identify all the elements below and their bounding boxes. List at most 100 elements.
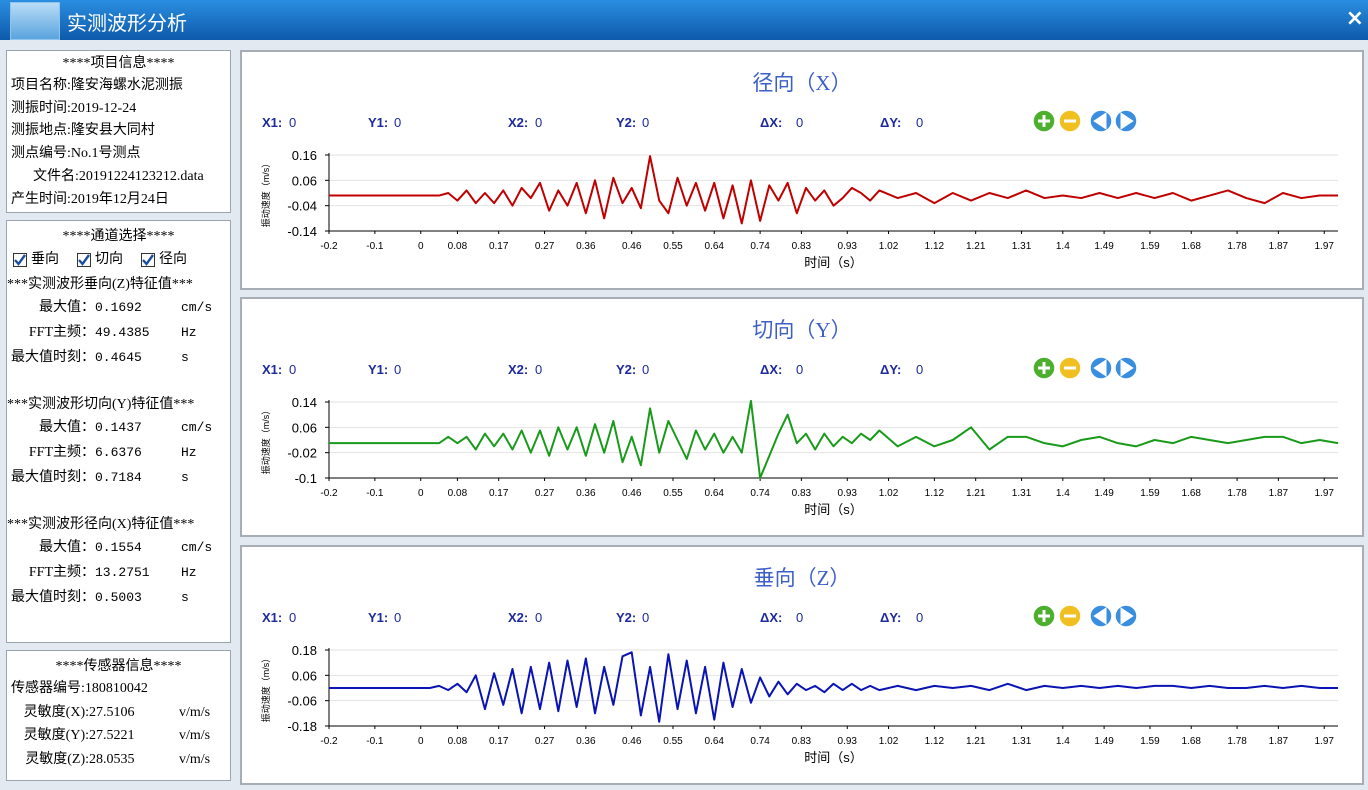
sensor-panel: ****传感器信息**** 传感器编号:180810042 灵敏度(X): 27.51… <box>6 650 231 781</box>
x-tick-label: 1.49 <box>1094 241 1114 252</box>
readout-value: 0 <box>796 362 803 377</box>
checkbox[interactable] <box>13 253 27 267</box>
info-line: 测振地点:隆安县大同村 <box>11 123 155 139</box>
feature-unit: s <box>181 590 189 605</box>
zoom-out-button[interactable] <box>1058 604 1082 628</box>
chart: 径向（X） X1: 0 Y1: 0 X2: 0 Y2: 0 ΔX: 0 ΔY: 0 0.16 0.06 -0.… <box>260 71 1338 270</box>
readout-value: 0 <box>642 610 649 625</box>
x-tick-label: 0.64 <box>705 488 725 499</box>
readout-label: X1: <box>262 610 282 625</box>
project-panel: ****项目信息**** 项目名称:隆安海螺水泥测振 测振时间:2019-12-24… <box>6 50 231 213</box>
readout-value: 0 <box>916 115 923 130</box>
checkbox[interactable] <box>77 253 91 267</box>
x-tick-label: -0.1 <box>366 241 384 252</box>
feature-unit: Hz <box>181 325 197 340</box>
info-line: 测点编号:No.1号测点 <box>11 146 141 162</box>
x-tick-label: 0.27 <box>535 241 555 252</box>
x-tick-label: 1.02 <box>879 488 899 499</box>
x-tick-label: 0.46 <box>622 736 642 747</box>
x-tick-label: 0.55 <box>663 488 683 499</box>
readout-label: Y1: <box>368 362 388 377</box>
feature-row: 最大值： 0.1692 cm/s <box>7 295 230 320</box>
readout-value: 0 <box>394 610 401 625</box>
y-tick-label: 0.06 <box>292 173 317 188</box>
readout-value: 0 <box>916 610 923 625</box>
x-tick-label: 1.31 <box>1012 488 1032 499</box>
channel-checkbox[interactable]: 径向 <box>141 248 187 272</box>
button-symbol <box>1038 115 1050 127</box>
next-button[interactable] <box>1114 356 1138 380</box>
zoom-in-button[interactable] <box>1032 109 1056 133</box>
readout-value: 0 <box>535 610 542 625</box>
y-tick-label: 0.06 <box>292 420 317 435</box>
check-mark <box>78 254 90 266</box>
readout-value: 0 <box>394 115 401 130</box>
x-tick-label: 1.78 <box>1227 488 1247 499</box>
readout-label: Y2: <box>616 362 636 377</box>
feature-row: 最大值时刻： 0.4645 s <box>7 345 230 370</box>
x-tick-label: 0.74 <box>750 736 770 747</box>
chart-title: 垂向（Z） <box>754 566 851 590</box>
channel-checkbox[interactable]: 切向 <box>77 248 123 272</box>
channel-label: 切向 <box>95 252 123 267</box>
zoom-out-button[interactable] <box>1058 356 1082 380</box>
zoom-in-button[interactable] <box>1032 604 1056 628</box>
sensor-row: 灵敏度(X): 27.5106 v/m/s <box>7 701 230 725</box>
chart-title: 径向（X） <box>752 71 851 95</box>
x-tick-label: 1.59 <box>1140 488 1160 499</box>
readout-value: 0 <box>535 115 542 130</box>
button-symbol <box>1120 112 1134 130</box>
sensor-unit: v/m/s <box>179 751 211 767</box>
x-axis-label: 时间（s） <box>804 255 863 270</box>
x-tick-label: 1.78 <box>1227 736 1247 747</box>
checkbox[interactable] <box>141 253 155 267</box>
x-tick-label: 1.31 <box>1012 241 1032 252</box>
feature-value: 49.4385 <box>95 325 150 340</box>
panel-heading: ****通道选择**** <box>62 229 175 244</box>
next-button[interactable] <box>1114 109 1138 133</box>
feature-row: 最大值时刻： 0.7184 s <box>7 465 230 490</box>
feature-section: ***实测波形切向(Y)特征值*** 最大值： 0.1437 cm/s FFT主频： 6.… <box>7 394 230 490</box>
feature-label: FFT主频： <box>28 325 95 340</box>
x-tick-label: 0.08 <box>448 488 468 499</box>
x-tick-label: 1.87 <box>1269 736 1289 747</box>
channel-label: 径向 <box>159 252 187 267</box>
x-tick-label: 1.97 <box>1315 488 1335 499</box>
x-tick-label: 0.27 <box>535 488 555 499</box>
sensor-value: 27.5106 <box>89 704 135 720</box>
x-tick-label: 1.4 <box>1056 241 1070 252</box>
sensor-row: 灵敏度(Y): 27.5221 v/m/s <box>7 724 230 748</box>
sensor-label: 灵敏度(Z): <box>25 751 89 767</box>
x-tick-label: 1.02 <box>879 241 899 252</box>
x-tick-label: 0 <box>418 488 424 499</box>
prev-button[interactable] <box>1089 604 1113 628</box>
readout-value: 0 <box>916 362 923 377</box>
prev-button[interactable] <box>1089 356 1113 380</box>
button-symbol <box>1120 607 1134 625</box>
info-line: 产生时间:2019年12月24日 <box>11 191 169 207</box>
feature-unit: Hz <box>181 445 197 460</box>
zoom-out-button[interactable] <box>1058 109 1082 133</box>
prev-button[interactable] <box>1089 109 1113 133</box>
readout-value: 0 <box>394 362 401 377</box>
readout-value: 0 <box>289 115 296 130</box>
channel-label: 垂向 <box>31 252 59 267</box>
readout-value: 0 <box>642 362 649 377</box>
next-button[interactable] <box>1114 604 1138 628</box>
x-tick-label: 1.21 <box>966 736 986 747</box>
readout-value: 0 <box>289 362 296 377</box>
channel-checkbox[interactable]: 垂向 <box>13 248 59 272</box>
sensor-label: 灵敏度(X): <box>23 704 89 720</box>
feature-row: FFT主频： 49.4385 Hz <box>7 320 230 345</box>
x-tick-label: 0.36 <box>576 241 596 252</box>
zoom-in-button[interactable] <box>1032 356 1056 380</box>
feature-label: 最大值： <box>39 540 95 555</box>
close-button[interactable]: × <box>1345 6 1364 31</box>
readout-value: 0 <box>289 610 296 625</box>
sensor-id: 传感器编号:180810042 <box>11 681 148 696</box>
feature-unit: cm/s <box>181 540 213 555</box>
y-axis-label: 振动速度（m/s） <box>260 654 271 723</box>
x-tick-label: 0.74 <box>750 488 770 499</box>
x-tick-label: 0.83 <box>792 241 812 252</box>
